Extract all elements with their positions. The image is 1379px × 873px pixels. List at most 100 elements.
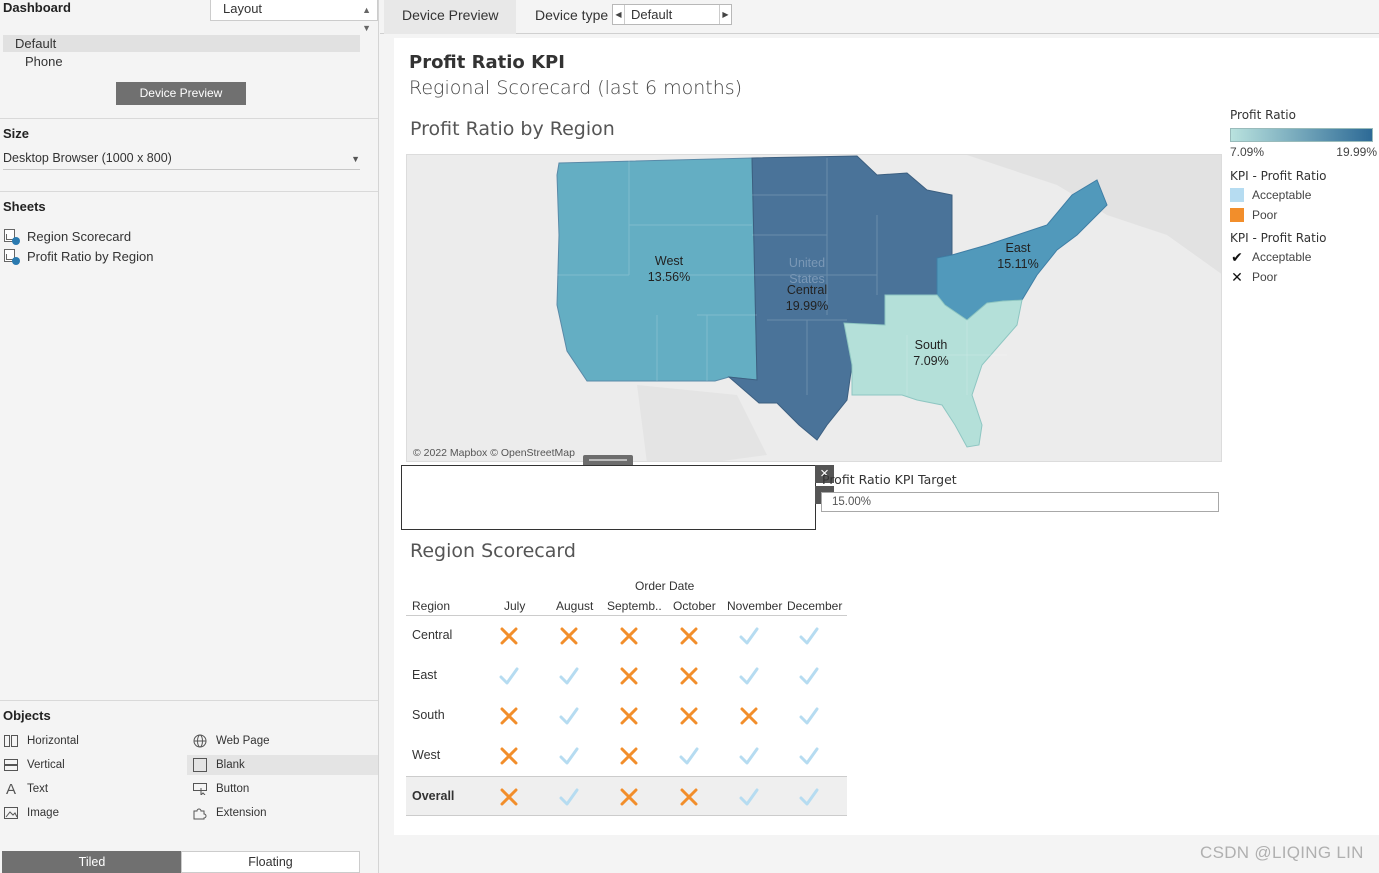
tiled-toggle[interactable]: Tiled: [2, 851, 182, 873]
object-blank[interactable]: Blank: [187, 755, 378, 775]
country-label-united: United: [789, 256, 825, 270]
table-row[interactable]: West: [406, 736, 847, 776]
floating-blank-object[interactable]: [401, 465, 816, 530]
object-web-page[interactable]: Web Page: [192, 731, 378, 751]
profit-ratio-legend-title: Profit Ratio: [1230, 108, 1296, 122]
sheets-section-title: Sheets: [3, 199, 46, 214]
x-icon: ✕: [1231, 269, 1243, 285]
close-icon[interactable]: ×: [815, 465, 834, 483]
region-value-south: 7.09%: [913, 354, 948, 368]
floating-toggle[interactable]: Floating: [181, 851, 360, 873]
acceptable-check-icon[interactable]: [558, 705, 580, 727]
ramp-max-label: 19.99%: [1336, 145, 1377, 159]
acceptable-check-icon[interactable]: [498, 665, 520, 687]
table-row[interactable]: Overall: [406, 776, 847, 816]
acceptable-check-icon[interactable]: [678, 745, 700, 767]
table-row[interactable]: South: [406, 696, 847, 736]
region-name-cell: Overall: [412, 789, 455, 803]
region-value-east: 15.11%: [997, 257, 1038, 271]
region-map[interactable]: United States West 13.56% Central 19.99%…: [406, 154, 1222, 462]
kpi-shape-legend-title: KPI - Profit Ratio: [1230, 231, 1327, 245]
acceptable-check-icon[interactable]: [798, 786, 820, 808]
region-name-central: Central: [787, 283, 827, 297]
map-credit[interactable]: © 2022 Mapbox © OpenStreetMap: [413, 447, 575, 459]
poor-x-icon[interactable]: [738, 705, 760, 727]
object-label: Image: [27, 807, 59, 819]
poor-x-icon[interactable]: [498, 625, 520, 647]
region-name-cell: East: [412, 668, 438, 682]
device-phone-item[interactable]: Phone: [25, 54, 63, 69]
layout-tab-dropdown[interactable]: Layout ▲ ▼: [210, 0, 378, 33]
object-label: Extension: [216, 807, 267, 819]
poor-x-icon[interactable]: [498, 745, 520, 767]
kpi-target-input[interactable]: 15.00%: [821, 492, 1219, 512]
legend-item-poor-shape[interactable]: ✕ Poor: [1230, 267, 1379, 287]
check-icon: ✔: [1231, 249, 1243, 265]
poor-x-icon[interactable]: [558, 625, 580, 647]
floating-move-handle[interactable]: [583, 455, 633, 465]
table-row[interactable]: Central: [406, 616, 847, 656]
legend-label: Acceptable: [1252, 250, 1312, 264]
month-header: October: [673, 599, 716, 613]
legend-label: Acceptable: [1252, 188, 1312, 202]
poor-x-icon[interactable]: [678, 625, 700, 647]
previous-arrow-icon[interactable]: ◀: [613, 5, 625, 24]
acceptable-check-icon[interactable]: [738, 665, 760, 687]
table-row[interactable]: East: [406, 656, 847, 696]
dashboard-tab-title[interactable]: Dashboard: [3, 0, 71, 15]
poor-x-icon[interactable]: [618, 786, 640, 808]
tab-device-preview[interactable]: Device Preview: [384, 0, 516, 34]
acceptable-check-icon[interactable]: [798, 705, 820, 727]
poor-x-icon[interactable]: [678, 786, 700, 808]
acceptable-check-icon[interactable]: [558, 745, 580, 767]
puzzle-piece-icon: [192, 805, 208, 821]
size-select[interactable]: Desktop Browser (1000 x 800) ▼: [3, 150, 360, 170]
legend-item-acceptable-shape[interactable]: ✔ Acceptable: [1230, 247, 1379, 267]
poor-x-icon[interactable]: [678, 665, 700, 687]
object-extension[interactable]: Extension: [192, 803, 378, 823]
blank-icon: [192, 757, 208, 773]
object-image[interactable]: Image: [3, 803, 183, 823]
map-region-south[interactable]: [843, 294, 1023, 448]
sheet-item-region-scorecard[interactable]: Region Scorecard: [3, 227, 131, 245]
object-button[interactable]: Button: [192, 779, 378, 799]
state-borders: [557, 158, 1007, 395]
poor-x-icon[interactable]: [618, 665, 640, 687]
scorecard-body: Central East South West Overall: [406, 616, 847, 816]
acceptable-check-icon[interactable]: [738, 745, 760, 767]
poor-x-icon[interactable]: [618, 705, 640, 727]
acceptable-check-icon[interactable]: [738, 786, 760, 808]
legend-item-poor-color[interactable]: Poor: [1230, 205, 1379, 225]
device-preview-button[interactable]: Device Preview: [116, 82, 246, 105]
device-type-value: Default: [631, 7, 673, 22]
dashboard-side-panel: Dashboard Layout ▲ ▼ Default Phone Device…: [0, 0, 379, 873]
poor-swatch: [1230, 208, 1244, 222]
acceptable-check-icon[interactable]: [798, 745, 820, 767]
scorecard-header-row: Region July August Septemb.. October Nov…: [406, 596, 847, 616]
acceptable-check-icon[interactable]: [798, 665, 820, 687]
acceptable-check-icon[interactable]: [558, 786, 580, 808]
poor-x-icon[interactable]: [678, 705, 700, 727]
object-label: Web Page: [216, 735, 270, 747]
device-type-selector[interactable]: ◀ Default ▶: [612, 4, 732, 25]
acceptable-check-icon[interactable]: [798, 625, 820, 647]
acceptable-check-icon[interactable]: [558, 665, 580, 687]
legend-item-acceptable-color[interactable]: Acceptable: [1230, 185, 1379, 205]
sheet-item-profit-ratio-by-region[interactable]: Profit Ratio by Region: [3, 247, 153, 265]
scorecard-title: Region Scorecard: [410, 540, 576, 562]
profit-ratio-color-ramp: [1230, 128, 1373, 142]
region-name-east: East: [1005, 241, 1031, 255]
object-vertical[interactable]: Vertical: [3, 755, 183, 775]
acceptable-check-icon[interactable]: [738, 625, 760, 647]
poor-x-icon[interactable]: [498, 786, 520, 808]
poor-x-icon[interactable]: [618, 745, 640, 767]
poor-x-icon[interactable]: [498, 705, 520, 727]
next-arrow-icon[interactable]: ▶: [719, 5, 731, 24]
worksheet-icon: [3, 228, 20, 245]
object-text[interactable]: A Text: [3, 779, 183, 799]
dropdown-caret-icon: ▼: [351, 154, 360, 164]
device-default-item[interactable]: Default: [3, 35, 360, 52]
region-value-west: 13.56%: [648, 270, 690, 284]
object-horizontal[interactable]: Horizontal: [3, 731, 183, 751]
poor-x-icon[interactable]: [618, 625, 640, 647]
